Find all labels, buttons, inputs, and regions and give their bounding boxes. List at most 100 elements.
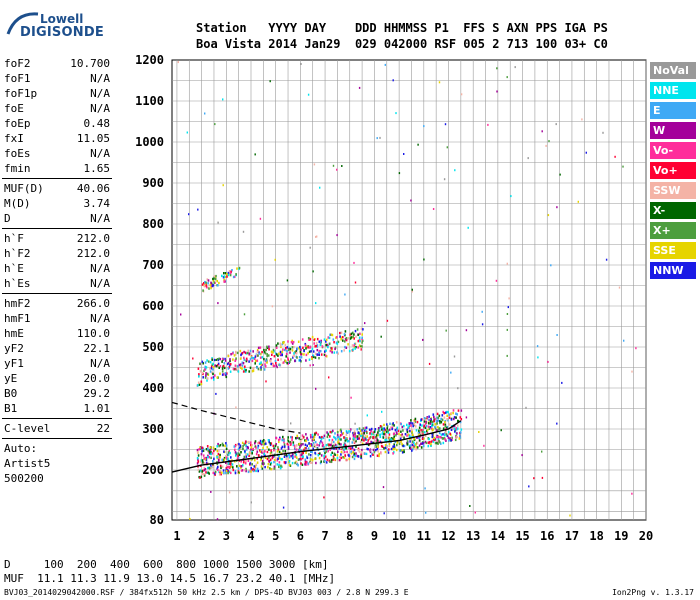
noise-point	[315, 302, 317, 305]
echo-point	[412, 435, 414, 438]
echo-point	[313, 435, 316, 438]
echo-point	[270, 350, 273, 353]
echo-point	[217, 284, 219, 287]
echo-point	[229, 462, 232, 465]
noise-point	[216, 518, 219, 521]
noise-point	[425, 511, 427, 514]
echo-point	[409, 444, 412, 447]
echo-point	[227, 273, 230, 277]
noise-point	[235, 406, 237, 409]
echo-point	[236, 465, 238, 468]
echo-point	[218, 473, 221, 476]
noise-point	[605, 258, 608, 261]
echo-point	[289, 348, 292, 351]
echo-point	[288, 460, 291, 463]
echo-point	[229, 370, 232, 373]
echo-point	[348, 430, 350, 433]
echo-point	[390, 438, 392, 441]
echo-point	[347, 337, 350, 340]
echo-point	[441, 418, 444, 422]
param-row: yF1 N/A	[2, 356, 112, 371]
echo-point	[460, 418, 463, 421]
echo-point	[267, 439, 270, 442]
echo-point	[264, 363, 266, 366]
echo-point	[318, 340, 321, 343]
echo-point	[310, 458, 312, 461]
echo-point	[306, 436, 308, 440]
echo-point	[252, 357, 255, 360]
noise-point	[319, 442, 321, 445]
echo-point	[344, 439, 347, 442]
echo-point	[429, 420, 432, 423]
echo-point	[221, 373, 224, 376]
echo-point	[414, 425, 417, 428]
echo-point	[244, 460, 247, 463]
echo-point	[245, 455, 248, 458]
echo-point	[299, 445, 301, 449]
echo-point	[292, 340, 295, 344]
echo-point	[252, 468, 254, 471]
param-value: 212.0	[76, 247, 110, 260]
echo-point	[212, 460, 214, 463]
echo-point	[437, 419, 440, 422]
echo-point	[430, 444, 432, 447]
echo-point	[268, 456, 270, 459]
echo-point	[269, 442, 271, 445]
echo-point	[261, 350, 263, 354]
echo-point	[233, 354, 236, 357]
echo-point	[396, 428, 398, 432]
echo-point	[283, 445, 286, 448]
noise-point	[550, 264, 552, 267]
echo-point	[270, 359, 272, 363]
echo-point	[340, 453, 342, 456]
echo-point	[286, 355, 289, 358]
echo-point	[245, 357, 248, 360]
echo-point	[321, 435, 323, 439]
param-row: h`E N/A	[2, 261, 112, 276]
echo-point	[391, 427, 393, 431]
echo-point	[320, 353, 323, 356]
echo-point	[312, 447, 314, 450]
echo-point	[273, 467, 276, 470]
echo-point	[275, 364, 278, 367]
echo-point	[209, 283, 212, 287]
echo-point	[347, 343, 349, 346]
echo-point	[300, 442, 303, 446]
echo-point	[285, 461, 287, 464]
echo-point	[314, 433, 316, 436]
echo-point	[329, 349, 332, 353]
echo-point	[401, 433, 403, 436]
noise-point	[269, 80, 271, 83]
echo-point	[390, 437, 393, 440]
echo-point	[353, 440, 355, 443]
echo-point	[305, 359, 307, 362]
echo-point	[353, 342, 356, 346]
echo-point	[284, 348, 286, 352]
echo-point	[351, 344, 354, 347]
echo-point	[329, 430, 332, 434]
echo-point	[242, 370, 245, 373]
echo-point	[204, 365, 207, 369]
echo-point	[320, 460, 322, 463]
echo-point	[299, 457, 302, 460]
echo-point	[356, 428, 359, 431]
echo-point	[422, 444, 425, 448]
echo-point	[327, 450, 329, 453]
noise-point	[536, 345, 539, 348]
echo-point	[310, 436, 312, 439]
echo-point	[416, 436, 418, 439]
noise-point	[411, 288, 413, 291]
echo-point	[352, 434, 355, 437]
echo-point	[414, 420, 417, 423]
param-label: h`Es	[4, 277, 31, 290]
echo-point	[361, 345, 363, 348]
echo-point	[216, 455, 218, 459]
param-label: fmin	[4, 162, 31, 175]
echo-point	[266, 354, 268, 358]
echo-point	[434, 417, 436, 421]
echo-point	[210, 450, 213, 454]
echo-point	[263, 349, 266, 352]
echo-point	[388, 442, 391, 446]
noise-point	[307, 93, 310, 96]
noise-point	[300, 367, 302, 370]
